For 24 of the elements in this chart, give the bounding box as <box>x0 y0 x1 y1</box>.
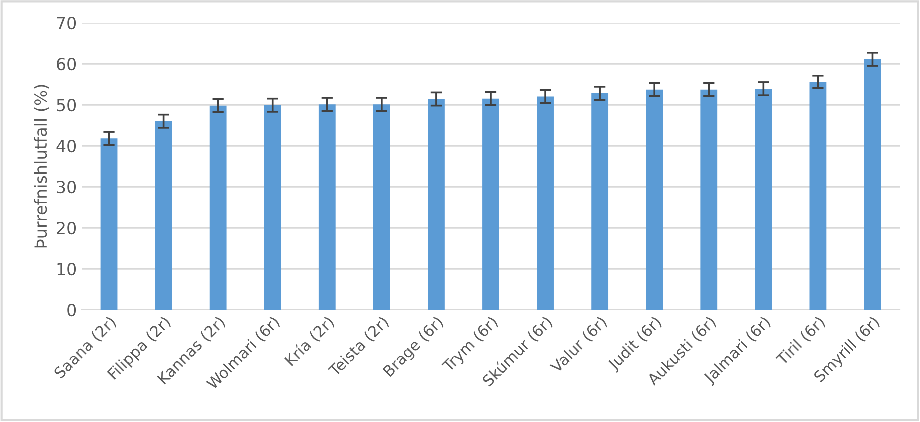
bar <box>646 90 664 310</box>
y-tick-label: 40 <box>56 140 76 153</box>
bar <box>428 99 445 310</box>
y-tick-label: 50 <box>57 98 76 112</box>
bar <box>592 94 609 310</box>
bar <box>100 138 118 310</box>
y-tick-label: 0 <box>68 304 76 317</box>
bar <box>864 59 882 310</box>
bar <box>373 104 390 310</box>
bar <box>700 90 718 310</box>
y-tick-label: 70 <box>57 16 76 30</box>
y-tick-label: 60 <box>57 58 76 71</box>
y-tick-label: 20 <box>57 222 76 235</box>
bar <box>155 121 172 310</box>
bar <box>482 98 500 310</box>
bar <box>210 106 227 310</box>
bar <box>318 104 336 310</box>
bar <box>537 96 554 310</box>
y-tick-label: 30 <box>57 180 76 194</box>
y-tick-label: 10 <box>58 262 76 276</box>
y-axis-title: Þurrefnishlutfall (%) <box>34 85 50 248</box>
bar <box>264 105 282 310</box>
bar <box>810 82 827 310</box>
bar <box>755 89 772 310</box>
